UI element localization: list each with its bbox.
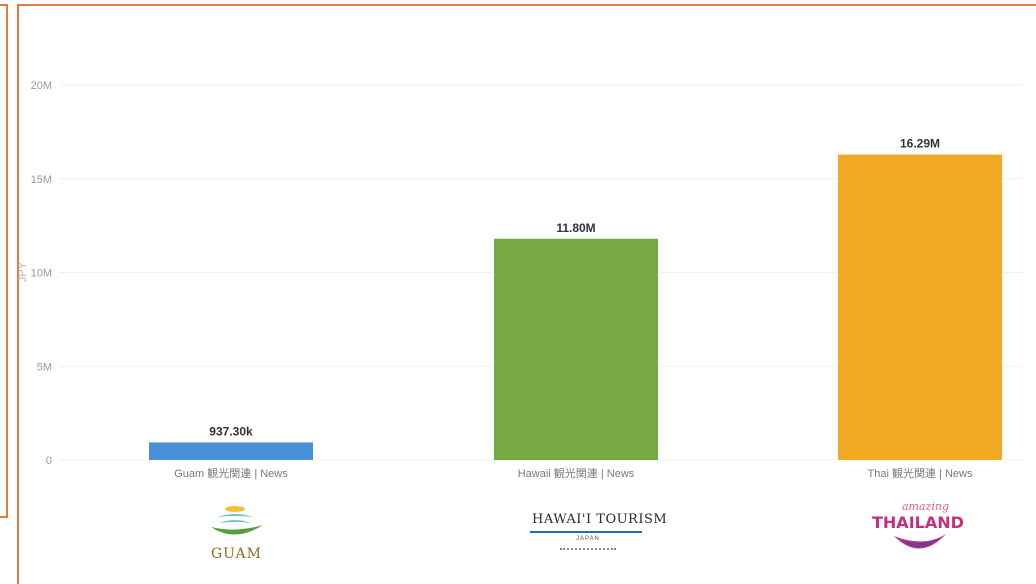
data-labels: 937.30k 11.80M 16.29M xyxy=(209,137,940,439)
chart-frame xyxy=(17,4,1036,584)
bar-chart: 0 5M 10M 15M 20M JPY 937.30k 11.80M 16.29M Gua… xyxy=(17,80,1022,480)
thailand-logo-text: THAILAND xyxy=(872,513,964,532)
amazing-thailand-logo: amazing THAILAND xyxy=(870,500,970,558)
y-tick-label: 15M xyxy=(31,174,52,186)
bar xyxy=(838,154,1002,460)
left-panel-frame xyxy=(0,4,8,518)
hawaii-logo-text: HAWAI'I TOURISM xyxy=(532,512,668,527)
bars xyxy=(149,154,1002,460)
x-category-label: Guam 観光関連 | News xyxy=(174,466,288,480)
x-category-label: Thai 観光関連 | News xyxy=(868,466,973,480)
guam-emblem-icon xyxy=(211,506,263,535)
thailand-logo-small-text: amazing xyxy=(902,500,949,513)
y-tick-label: 0 xyxy=(46,455,52,467)
data-label: 16.29M xyxy=(900,137,940,151)
guam-logo: GUAM xyxy=(205,503,269,563)
y-axis-ticks: 0 5M 10M 15M 20M xyxy=(31,80,52,467)
y-tick-label: 5M xyxy=(37,361,52,373)
y-tick-label: 20M xyxy=(31,80,52,92)
hawaii-logo-subtext: JAPAN xyxy=(576,536,600,542)
data-label: 937.30k xyxy=(209,424,253,438)
x-category-label: Hawaii 観光関連 | News xyxy=(518,466,635,480)
data-label: 11.80M xyxy=(556,221,595,235)
y-tick-label: 10M xyxy=(31,268,52,280)
bar xyxy=(494,238,658,460)
hawaii-logo-line xyxy=(530,531,642,533)
bar xyxy=(149,442,313,460)
thailand-swoosh-icon xyxy=(894,534,946,549)
x-axis-categories: Guam 観光関連 | News Hawaii 観光関連 | News Thai 観… xyxy=(174,466,973,480)
hawaii-logo-dots xyxy=(560,548,616,552)
y-axis-title: JPY xyxy=(17,261,29,282)
hawaii-tourism-logo: HAWAI'I TOURISM JAPAN xyxy=(530,512,667,558)
guam-logo-text: GUAM xyxy=(211,546,262,562)
